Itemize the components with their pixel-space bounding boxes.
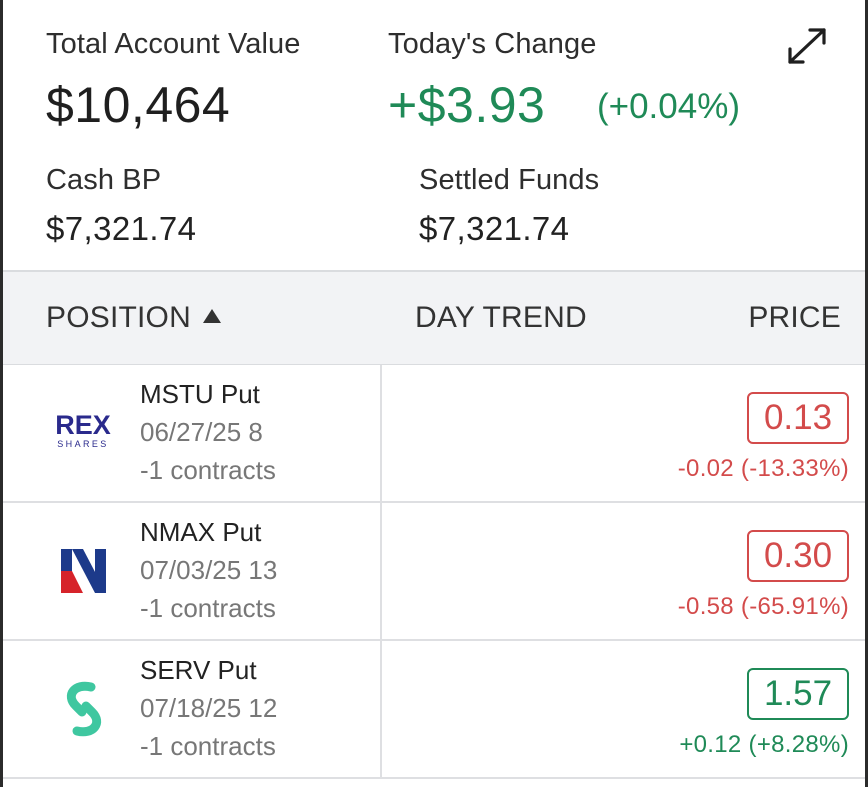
sort-ascending-icon <box>202 309 221 323</box>
day-trend-cell <box>383 503 573 639</box>
position-symbol: MSTU Put <box>140 379 260 409</box>
rex-shares-logo: REX SHARES <box>49 405 119 475</box>
position-symbol: SERV Put <box>140 655 257 685</box>
newsmax-logo <box>49 541 119 611</box>
position-quantity: -1 contracts <box>140 593 276 623</box>
todays-change-percent: (+0.04%) <box>597 87 740 126</box>
position-column-label: POSITION <box>46 301 191 334</box>
position-row-serv[interactable]: SERV Put 07/18/25 12 -1 contracts 1.57 +… <box>3 641 865 779</box>
row-divider <box>380 503 382 639</box>
rex-logo-subtext: SHARES <box>57 439 108 449</box>
position-expiry: 06/27/25 8 <box>140 417 263 447</box>
serve-robotics-logo <box>49 677 119 747</box>
todays-change-value: +$3.93 <box>388 77 546 133</box>
positions-column-header: POSITION DAY TREND PRICE <box>3 270 865 365</box>
position-column-sort[interactable]: POSITION <box>46 301 221 335</box>
total-account-value: $10,464 <box>46 77 231 133</box>
settled-funds-value: $7,321.74 <box>419 210 570 247</box>
position-change: -0.58 (-65.91%) <box>677 593 849 620</box>
row-divider <box>380 641 382 777</box>
todays-change-label: Today's Change <box>388 28 597 60</box>
position-price: 0.30 <box>747 530 849 582</box>
total-account-value-label: Total Account Value <box>46 28 301 60</box>
position-symbol: NMAX Put <box>140 517 262 547</box>
position-expiry: 07/03/25 13 <box>140 555 278 585</box>
position-quantity: -1 contracts <box>140 731 276 761</box>
account-summary: Total Account Value $10,464 Today's Chan… <box>3 0 865 270</box>
cash-bp-label: Cash BP <box>46 164 162 196</box>
day-trend-column-label[interactable]: DAY TREND <box>415 301 587 334</box>
rex-logo-text: REX <box>55 410 111 440</box>
position-row-nmax[interactable]: NMAX Put 07/03/25 13 -1 contracts 0.30 -… <box>3 503 865 641</box>
position-change: +0.12 (+8.28%) <box>679 731 849 758</box>
settled-funds-label: Settled Funds <box>419 164 600 196</box>
expand-arrows-icon[interactable] <box>784 24 830 68</box>
row-divider <box>380 365 382 501</box>
price-column-label[interactable]: PRICE <box>748 301 841 334</box>
position-quantity: -1 contracts <box>140 455 276 485</box>
position-expiry: 07/18/25 12 <box>140 693 278 723</box>
position-row-mstu[interactable]: REX SHARES MSTU Put 06/27/25 8 -1 contra… <box>3 365 865 503</box>
day-trend-cell <box>383 641 573 777</box>
cash-bp-value: $7,321.74 <box>46 210 197 247</box>
position-change: -0.02 (-13.33%) <box>677 455 849 482</box>
position-price: 0.13 <box>747 392 849 444</box>
position-price: 1.57 <box>747 668 849 720</box>
day-trend-cell <box>383 365 573 501</box>
